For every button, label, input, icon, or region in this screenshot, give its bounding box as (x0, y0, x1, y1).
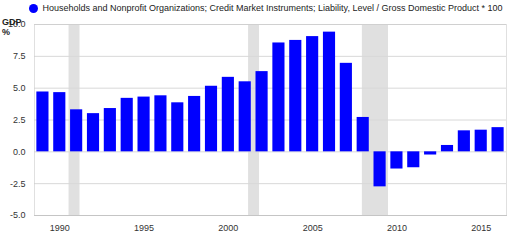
svg-text:5.0: 5.0 (13, 83, 26, 93)
svg-text:10.0: 10.0 (8, 19, 26, 29)
svg-text:-2.5: -2.5 (10, 179, 26, 189)
svg-text:2.5: 2.5 (13, 115, 26, 125)
svg-text:0.0: 0.0 (13, 147, 26, 157)
svg-text:1995: 1995 (134, 223, 154, 233)
svg-text:1990: 1990 (50, 223, 70, 233)
svg-text:7.5: 7.5 (13, 51, 26, 61)
svg-text:2005: 2005 (303, 223, 323, 233)
svg-text:-5.0: -5.0 (10, 210, 26, 220)
svg-text:2000: 2000 (218, 223, 238, 233)
svg-text:2015: 2015 (471, 223, 491, 233)
svg-text:2010: 2010 (387, 223, 407, 233)
